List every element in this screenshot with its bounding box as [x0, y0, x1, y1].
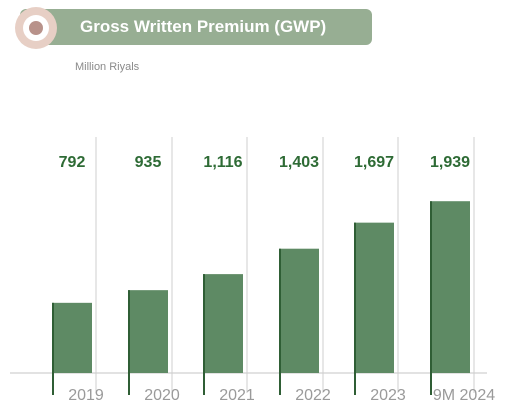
bar: [203, 274, 243, 373]
data-label: 1,403: [279, 154, 319, 171]
x-tick-label: 2019: [68, 387, 104, 404]
data-label: 792: [59, 154, 86, 171]
target-icon: [15, 7, 57, 49]
data-label: 935: [135, 154, 162, 171]
bar: [279, 248, 319, 373]
x-tick-label: 9M 2024: [433, 387, 495, 404]
bar: [354, 222, 394, 373]
data-label: 1,116: [203, 154, 242, 171]
chart-title: Gross Written Premium (GWP): [80, 17, 327, 36]
chart-unit-label: Million Riyals: [75, 61, 140, 73]
chart-title-banner: Gross Written Premium (GWP): [20, 9, 372, 45]
bar: [128, 290, 168, 373]
bar: [52, 302, 92, 373]
x-tick-label: 2021: [219, 387, 255, 404]
x-tick-label: 2020: [144, 387, 180, 404]
data-label: 1,939: [430, 154, 470, 171]
bar: [430, 201, 470, 373]
target-icon-center: [29, 21, 43, 35]
x-tick-label: 2022: [295, 387, 331, 404]
x-tick-label: 2023: [370, 387, 406, 404]
data-label: 1,697: [354, 154, 394, 171]
